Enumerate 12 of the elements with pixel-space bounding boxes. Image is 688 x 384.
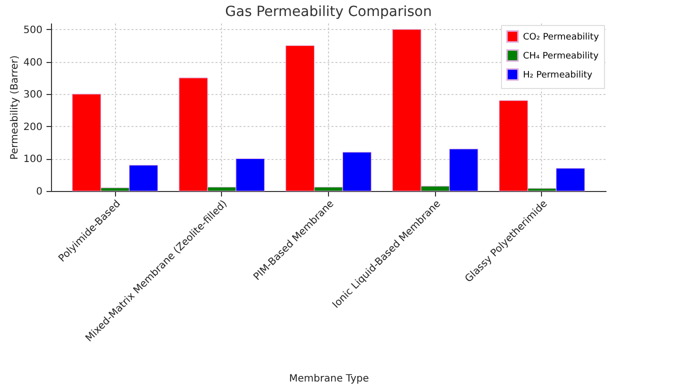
chart-title: Gas Permeability Comparison <box>225 4 432 20</box>
y-tick-label: 0 <box>36 186 42 198</box>
y-tick-label: 500 <box>23 24 42 36</box>
y-axis-title: Permeability (Barrer) <box>9 55 20 160</box>
y-tick-label: 300 <box>23 90 42 101</box>
legend-label: CH₄ Permeability <box>523 52 600 62</box>
legend-label: H₂ Permeability <box>523 70 593 80</box>
y-tick-label: 100 <box>23 154 42 166</box>
x-axis-title: Membrane Type <box>289 374 369 384</box>
y-tick-label: 400 <box>23 57 42 68</box>
legend-label: CO₂ Permeability <box>523 32 600 42</box>
y-tick-label: 200 <box>23 122 42 133</box>
